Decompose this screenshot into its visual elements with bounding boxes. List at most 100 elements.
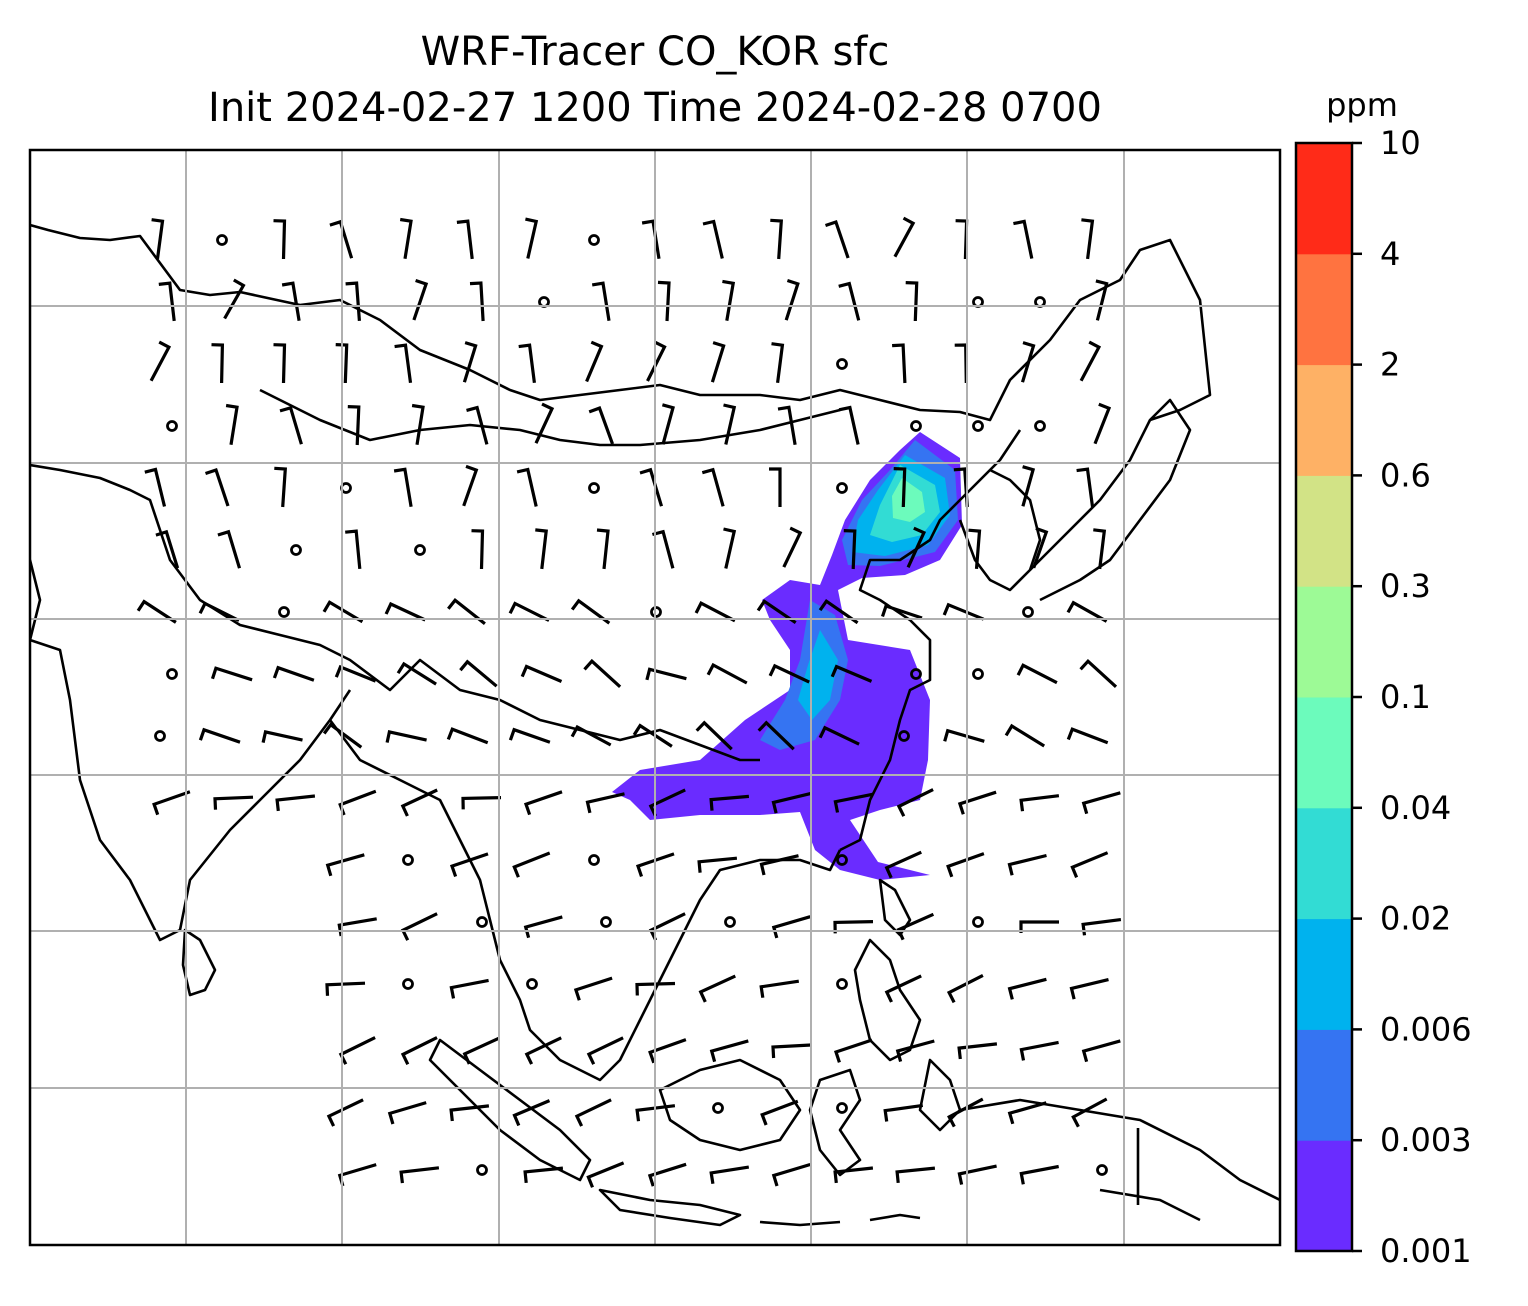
wind-barb [647, 1162, 687, 1187]
colorbar-tick-label: 0.006 [1380, 1010, 1472, 1048]
wind-barb [1007, 977, 1047, 1000]
wind-barb [1013, 219, 1034, 259]
wind-barb [204, 467, 230, 507]
calm-wind-marker [972, 916, 984, 928]
tracer-plume [612, 432, 962, 880]
wind-barb [648, 912, 686, 941]
wind-barb [387, 1101, 427, 1125]
wind-barb [723, 527, 737, 569]
colorbar-tick-label: 0.04 [1380, 789, 1451, 827]
wind-barb [588, 406, 615, 445]
wind-barb [768, 663, 810, 684]
wind-barb [535, 528, 548, 570]
wind-barb [399, 1166, 440, 1184]
wind-barb [771, 1043, 812, 1059]
wind-barb [273, 219, 287, 260]
calm-wind-marker [588, 234, 600, 246]
calm-wind-marker [600, 916, 612, 928]
wind-barb [1069, 978, 1109, 1000]
wind-barb [1071, 1097, 1108, 1128]
wind-barb [520, 664, 563, 683]
wind-barb [954, 343, 968, 384]
wind-barb [525, 217, 539, 259]
calm-wind-marker [724, 916, 736, 928]
wind-barb [223, 278, 246, 320]
wind-barb [946, 973, 984, 1004]
coastline-java [598, 1188, 742, 1227]
wind-barb [570, 598, 611, 625]
wind-barb [516, 467, 538, 507]
calm-wind-marker [216, 234, 228, 246]
wind-barb [198, 601, 240, 622]
wind-barb [1007, 1101, 1047, 1125]
wind-barb [968, 528, 982, 570]
colorbar-tick-label: 2 [1380, 346, 1400, 384]
wind-barb [942, 602, 985, 621]
wind-barb [586, 1036, 624, 1065]
wind-barb [759, 854, 799, 876]
calm-wind-marker [910, 668, 922, 680]
map-area [30, 150, 1280, 1245]
coastline-sri-lanka [181, 928, 217, 997]
wind-barb [1081, 218, 1095, 260]
colorbar: ppm 0.001 0.003 0.006 0.02 0.04 0.1 0.3 0.6 2 4 10 [1294, 86, 1472, 1270]
wind-barb [524, 1036, 562, 1065]
wind-barb [895, 1039, 935, 1063]
wind-barb [838, 405, 860, 445]
colorbar-segment [1296, 918, 1352, 1030]
coastline-lesser-sunda [759, 1213, 921, 1227]
colorbar-segment [1296, 143, 1352, 255]
colorbar-segment [1296, 364, 1352, 476]
wind-barb [322, 722, 363, 749]
wind-barb [585, 792, 625, 814]
wind-barb [838, 281, 861, 321]
wind-barb [722, 279, 736, 321]
wind-barb [393, 467, 413, 507]
gridlines [30, 150, 1280, 1245]
wind-barb [1004, 723, 1046, 748]
wind-barb [833, 920, 874, 934]
wind-barb [459, 659, 498, 688]
wind-barb [411, 403, 425, 446]
wind-barb [213, 795, 254, 810]
wind-barb [1032, 526, 1049, 569]
wind-barb [1079, 340, 1102, 382]
wind-barb [337, 1163, 377, 1187]
calm-wind-marker [402, 978, 414, 990]
wind-barb [462, 341, 478, 383]
wind-barb [1020, 341, 1036, 383]
wind-barb [456, 219, 474, 260]
wind-barb [1019, 794, 1060, 812]
wind-barb [1007, 853, 1047, 876]
wind-barb [957, 1042, 998, 1060]
wind-barb [1019, 1164, 1059, 1185]
calm-wind-marker [910, 420, 922, 432]
wind-barb [895, 1166, 936, 1184]
colorbar-tick-label: 0.1 [1380, 678, 1431, 716]
wind-barb [892, 343, 907, 384]
wind-barb [632, 723, 673, 748]
wind-barb [957, 790, 997, 815]
wind-barb [345, 529, 362, 570]
colorbar-tick-label: 10 [1380, 124, 1421, 162]
wind-barb [947, 1097, 984, 1128]
map-frame [28, 148, 1282, 1247]
calm-wind-marker [1034, 420, 1046, 432]
wind-barb [635, 1104, 676, 1122]
wind-barb [198, 727, 241, 744]
wind-barb [347, 405, 361, 446]
calm-wind-marker [836, 482, 848, 494]
colorbar-segment [1296, 697, 1352, 809]
calm-wind-marker [402, 854, 414, 866]
wind-barb [639, 467, 664, 507]
wind-barb [697, 856, 738, 873]
wind-barb [345, 281, 361, 322]
calm-wind-marker [166, 668, 178, 680]
wind-barb [326, 1098, 364, 1127]
wind-barb [709, 1165, 750, 1185]
wind-barb [399, 217, 413, 260]
wind-barb [400, 912, 438, 941]
wind-barb [446, 727, 489, 745]
calm-wind-marker [836, 978, 848, 990]
coastline-mongolia-border [259, 388, 841, 447]
